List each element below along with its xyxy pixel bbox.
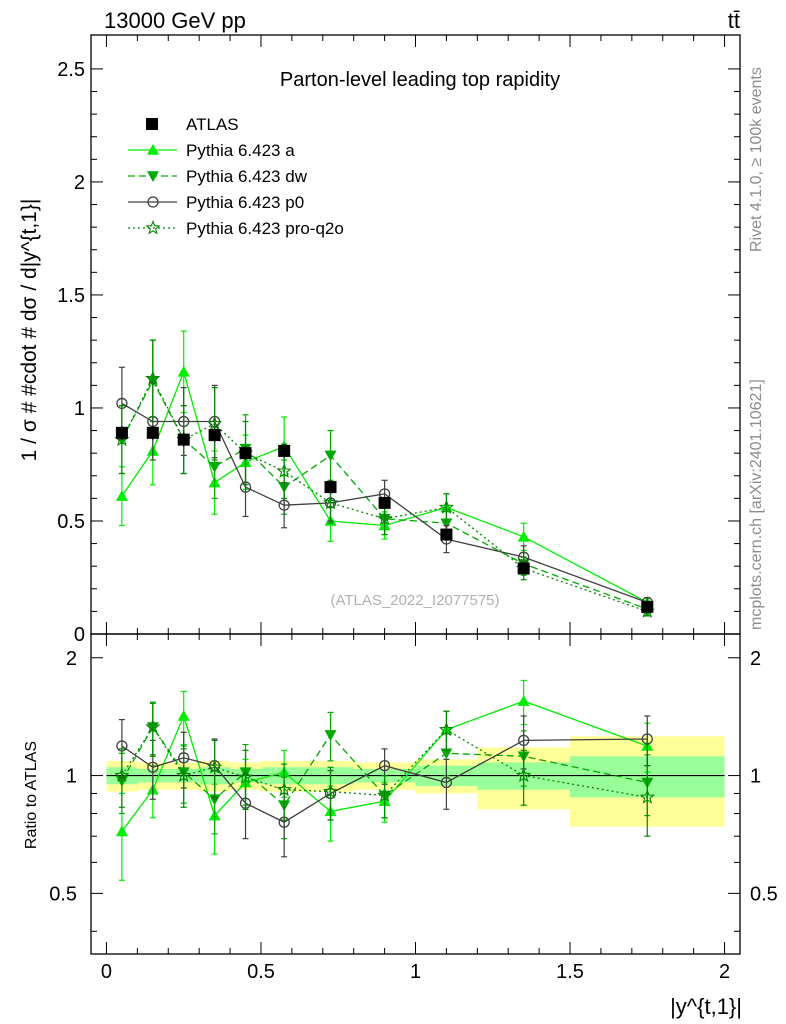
ratio-point — [440, 776, 453, 789]
ratio-y-tick-label-right: 1 — [750, 766, 761, 788]
legend-label: Pythia 6.423 pro-q2o — [186, 219, 344, 238]
x-tick-label: 1.5 — [556, 961, 584, 983]
atlas-data — [115, 426, 654, 613]
main-axes: 0 0.5 1 1.5 2 2.5 — [57, 34, 741, 646]
ratio-point — [639, 789, 655, 804]
ratio-y-tick-label-right: 0.5 — [750, 883, 778, 905]
ratio-point — [147, 761, 159, 773]
ratio-point — [438, 721, 455, 737]
main-point — [517, 530, 530, 542]
ratio-y-axis-label: Ratio to ATLAS — [23, 741, 40, 849]
ratio-point — [322, 783, 339, 799]
atlas-point — [440, 528, 453, 541]
ratio-point — [276, 781, 292, 797]
main-point — [324, 450, 337, 462]
ratio-point — [206, 759, 223, 774]
atlas-point — [278, 444, 291, 457]
legend-marker — [147, 196, 159, 208]
main-y-tick-label: 0 — [74, 624, 85, 646]
main-y-tick-label: 0.5 — [57, 511, 85, 533]
legend-label: Pythia 6.423 p0 — [186, 193, 304, 212]
ratio-point — [518, 734, 530, 747]
main-series-2 — [115, 339, 654, 616]
x-tick-label: 0 — [101, 961, 112, 983]
main-point — [145, 370, 161, 386]
atlas-point — [517, 562, 530, 575]
ratio-point — [114, 767, 130, 783]
ratio-y-tick-label: 1 — [66, 766, 77, 788]
legend-marker — [145, 219, 161, 235]
x-axis-label: |y^{t,1}| — [670, 994, 742, 1019]
legend-label: Pythia 6.423 dw — [186, 167, 308, 186]
process-label: tt̄ — [728, 8, 740, 33]
ratio-point — [237, 769, 254, 784]
main-point — [438, 499, 455, 514]
mcplots-url-label: mcplots.cern.ch [arXiv:2401.10621] — [748, 379, 765, 630]
main-y-tick-label: 1 — [74, 398, 85, 420]
ratio-series-4 — [114, 702, 655, 837]
ratio-point — [641, 733, 653, 745]
ratio-y-tick-label: 0.5 — [49, 883, 77, 905]
legend-marker — [147, 171, 159, 182]
ratio-axes: 0.5 0.5 1 1 2 2 0 0.5 1 1.5 2 — [49, 633, 778, 983]
atlas-point — [146, 426, 159, 439]
ratio-point — [440, 748, 453, 760]
main-series-layer — [114, 330, 655, 618]
ratio-series-line — [121, 738, 648, 823]
ratio-series-layer — [114, 679, 655, 881]
atlas-point — [324, 481, 337, 494]
legend-marker-atlas — [146, 118, 158, 130]
main-panel: Parton-level leading top rapidity (ATLAS… — [18, 34, 741, 646]
ratio-point — [516, 767, 532, 783]
ratio-uncertainty-bands — [106, 736, 725, 827]
atlas-point — [115, 426, 128, 439]
main-series-line — [121, 377, 648, 613]
main-point — [278, 499, 290, 511]
main-y-axis-label: 1 / σ # #cdot # dσ / d|y^{t,1}| — [18, 199, 41, 462]
main-series-1 — [115, 330, 654, 608]
ratio-point — [376, 787, 393, 802]
main-y-tick-label: 2 — [74, 172, 85, 194]
x-tick-label: 2 — [719, 961, 730, 983]
x-tick-label: 1 — [410, 961, 421, 983]
main-point — [322, 494, 339, 510]
main-point — [376, 510, 393, 526]
main-point — [115, 490, 128, 501]
main-y-tick-label: 2.5 — [57, 59, 85, 81]
atlas-point — [641, 600, 654, 613]
energy-label: 13000 GeV pp — [104, 8, 246, 33]
ratio-point — [378, 760, 391, 772]
legend-label: Pythia 6.423 a — [186, 141, 295, 160]
ratio-y-tick-label: 2 — [66, 648, 77, 670]
rivet-version-label: Rivet 4.1.0, ≥ 100k events — [748, 67, 765, 252]
legend-marker — [147, 144, 159, 155]
ratio-point — [324, 730, 337, 741]
main-point — [276, 463, 292, 478]
atlas-point — [208, 429, 221, 442]
atlas-point — [177, 433, 190, 446]
atlas-point — [239, 447, 252, 460]
ratio-point — [177, 709, 190, 721]
ratio-point — [176, 767, 192, 783]
main-y-tick-label: 1.5 — [57, 285, 85, 307]
ratio-point — [145, 719, 161, 734]
chart-title: Parton-level leading top rapidity — [280, 69, 560, 91]
ratio-panel: 0.5 0.5 1 1 2 2 0 0.5 1 1.5 2 Ratio to ATLAS |y^{t… — [23, 633, 778, 1019]
ratio-point — [115, 825, 128, 837]
main-point — [177, 365, 190, 377]
legend: ATLAS Pythia 6.423 a Pythia 6.423 dw Pythia… — [128, 115, 344, 238]
ratio-y-tick-label-right: 2 — [750, 648, 761, 670]
main-series-line — [121, 402, 648, 604]
legend-label: ATLAS — [186, 115, 239, 134]
main-point — [208, 461, 221, 473]
atlas-point — [378, 496, 391, 509]
ratio-point — [517, 695, 530, 706]
main-series-3 — [116, 366, 653, 609]
ratio-series-line — [121, 725, 648, 798]
main-point — [206, 415, 223, 431]
x-tick-label: 0.5 — [247, 961, 275, 983]
analysis-watermark: (ATLAS_2022_I2077575) — [330, 592, 499, 609]
